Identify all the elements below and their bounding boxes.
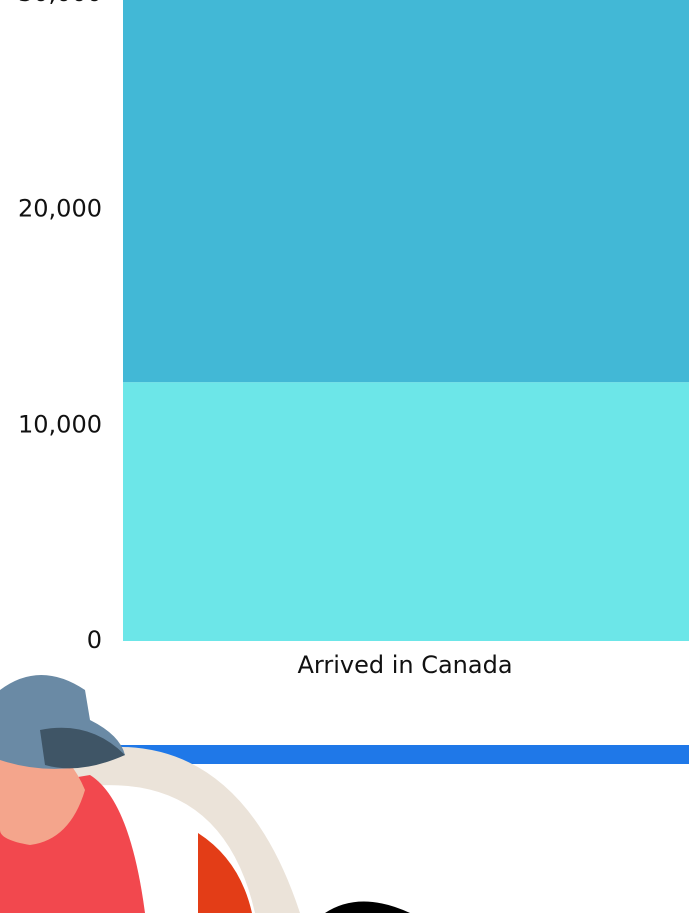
bar-segment [123,382,689,641]
stripe [120,745,689,764]
bar-segment [123,0,689,383]
illustration [0,675,689,913]
x-tick-label: Arrived in Canada [297,651,512,679]
shape-red [198,833,252,913]
shape-black [325,901,410,913]
plot-area: Arrived in Canada 0 10,000 20,000 30,000 [18,0,689,679]
y-tick-label: 0 [87,626,102,654]
y-tick-label: 10,000 [18,410,102,438]
y-tick-label: 30,000 [18,0,102,7]
cap-brim [40,727,125,769]
y-tick-label: 20,000 [18,195,102,223]
